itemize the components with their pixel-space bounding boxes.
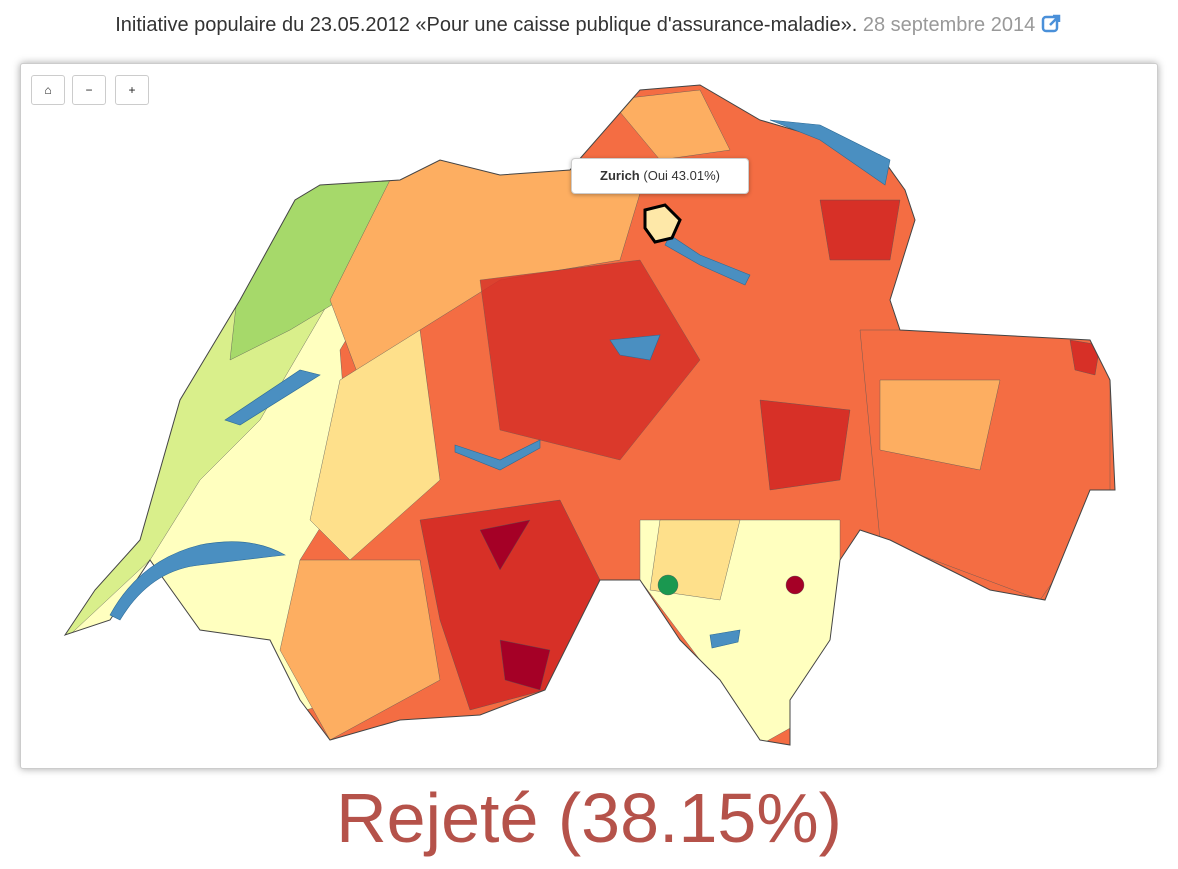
header-title: Initiative populaire du 23.05.2012 «Pour… bbox=[115, 14, 858, 36]
map-panel: ⌂ − + Zurich (Oui 43.01%) bbox=[20, 63, 1158, 769]
result: Rejeté (38.15%) bbox=[336, 779, 842, 857]
header-date: 28 septembre 2014 bbox=[862, 14, 1036, 36]
map bbox=[63, 84, 1116, 746]
zoom-in-button[interactable]: + bbox=[115, 75, 149, 105]
zoom-out-button[interactable]: − bbox=[72, 75, 106, 105]
header: Initiative populaire du 23.05.2012 «Pour… bbox=[0, 12, 1178, 37]
tooltip-name: Zurich bbox=[600, 168, 640, 183]
lakes bbox=[109, 119, 891, 649]
zurich-highlight[interactable] bbox=[643, 203, 682, 244]
home-button[interactable]: ⌂ bbox=[31, 75, 65, 105]
share-icon[interactable] bbox=[1041, 12, 1063, 34]
tooltip-detail: (Oui 43.01%) bbox=[643, 168, 720, 183]
tooltip: Zurich (Oui 43.01%) bbox=[571, 158, 749, 194]
